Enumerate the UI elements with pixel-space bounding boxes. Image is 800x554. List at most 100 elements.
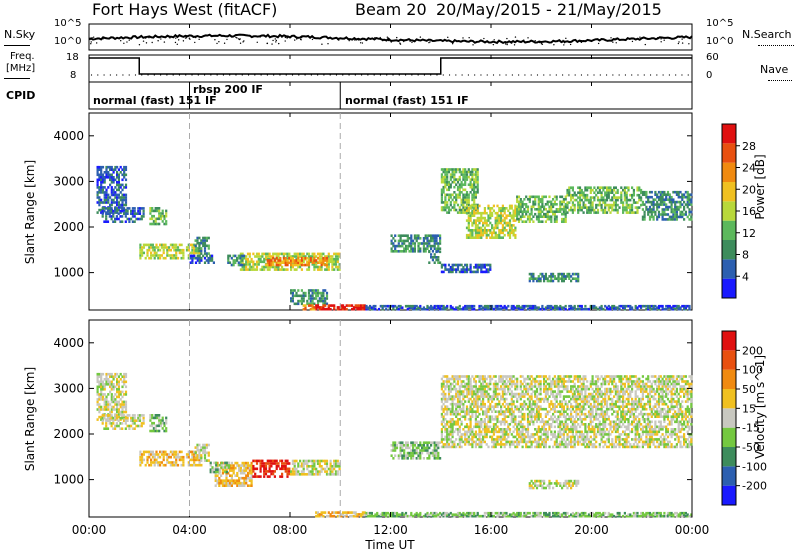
scatter-cell [232,263,235,267]
scatter-cell [98,385,101,389]
scatter-cell [503,219,506,222]
scatter-cell [659,213,662,216]
scatter-cell [561,307,564,311]
scatter-cell [456,178,460,181]
scatter-cell [331,255,334,258]
scatter-cell [444,185,447,189]
freq-trace [89,57,692,76]
scatter-cell [494,219,497,222]
scatter-cell [334,255,338,258]
noise-search-point [275,41,277,43]
scatter-cell [485,392,488,396]
scatter-cell [270,470,273,473]
scatter-cell [541,304,544,308]
scatter-cell [108,419,111,422]
scatter-cell [117,196,120,199]
scatter-cell [595,306,598,309]
scatter-cell [456,380,460,383]
scatter-cell [225,469,228,472]
scatter-cell [408,446,411,450]
scatter-cell [124,403,128,406]
scatter-cell [112,408,115,411]
scatter-cell [309,307,312,311]
scatter-cell [220,479,223,482]
scatter-cell [444,307,447,311]
scatter-cell [648,200,652,204]
scatter-cell [474,207,477,210]
scatter-cell [307,252,311,256]
scatter-cell [123,198,126,202]
scatter-cell [487,268,490,271]
scatter-cell [616,203,619,207]
scatter-cell [555,306,558,309]
scatter-cell [474,224,477,227]
scatter-cell [485,270,488,274]
scatter-cell [288,255,291,258]
scatter-cell [474,387,477,391]
scatter-cell [460,392,463,396]
scatter-cell [264,263,268,267]
scatter-cell [154,220,157,223]
scatter-cell [539,200,542,204]
scatter-cell [415,307,418,311]
scatter-cell [629,304,632,308]
scatter-cell [677,200,680,204]
scatter-cell [465,233,469,237]
scatter-cell [255,467,259,471]
scatter-cell [489,377,492,381]
scatter-cell [291,256,294,260]
scatter-cell [659,304,662,308]
scatter-cell [492,407,495,411]
scatter-cell [268,470,271,473]
scatter-cell [320,513,323,516]
scatter-cell [446,407,449,411]
scatter-cell [101,215,104,218]
scatter-cell [182,463,185,467]
scatter-cell [446,380,449,383]
scatter-cell [462,397,465,401]
scatter-cell [124,415,128,419]
scatter-cell [614,203,617,207]
scatter-cell [595,206,598,209]
scatter-cell [313,465,316,468]
scatter-cell [652,304,655,308]
scatter-cell [645,304,648,308]
scatter-cell [431,449,434,452]
scatter-cell [159,256,162,260]
scatter-cell [227,463,231,467]
scatter-cell [203,443,207,447]
scatter-cell [200,239,203,242]
scatter-cell [266,255,269,258]
scatter-cell [534,195,537,199]
scatter-cell [444,385,447,388]
scatter-cell [325,514,329,518]
scatter-cell [550,279,553,283]
scatter-cell [266,470,269,473]
scatter-cell [406,239,409,243]
scatter-cell [494,428,497,431]
scatter-cell [336,465,339,468]
scatter-cell [465,263,469,267]
scatter-cell [124,400,128,404]
scatter-cell [114,168,117,171]
scatter-cell [609,306,612,309]
scatter-cell [182,461,185,464]
scatter-cell [272,470,275,473]
scatter-cell [107,171,110,174]
scatter-cell [165,419,168,422]
scatter-cell [374,307,377,311]
scatter-cell [131,422,134,425]
scatter-cell [248,252,251,256]
scatter-cell [397,244,400,248]
scatter-cell [478,221,481,225]
noise-trace [88,33,693,46]
scatter-cell [559,203,562,206]
scatter-cell [510,216,513,220]
scatter-cell [494,224,497,227]
scatter-cell [580,193,583,197]
scatter-cell [309,470,312,473]
scatter-cell [331,265,334,269]
scatter-cell [474,219,477,222]
scatter-cell [449,402,452,406]
scatter-cell [320,261,323,264]
